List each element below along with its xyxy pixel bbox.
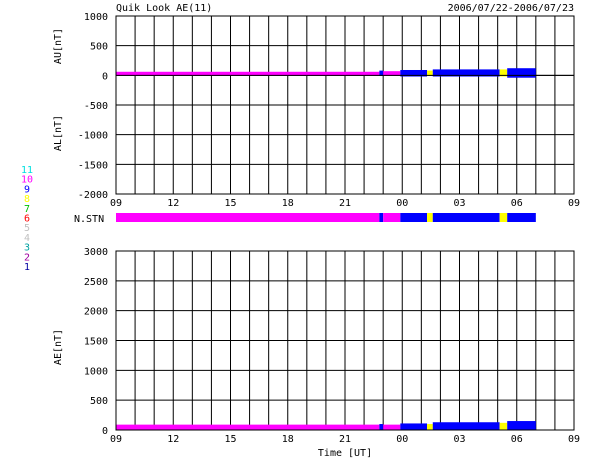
au-al-area: [427, 70, 433, 76]
au-al-area: [379, 70, 384, 76]
ae-area: [116, 424, 380, 430]
x-tick-label: 09: [110, 434, 122, 445]
nstn-segment: [499, 213, 508, 222]
ae-area: [379, 424, 384, 430]
au-al-area: [499, 69, 508, 77]
y-tick-label: 1000: [84, 366, 108, 377]
nstn-segment: [427, 213, 433, 222]
nstn-segment: [379, 213, 384, 222]
au-al-area: [383, 71, 401, 76]
legend-station-number: 8: [24, 194, 30, 205]
ae-area: [383, 424, 401, 430]
x-tick-label: 03: [453, 434, 465, 445]
x-tick-label: 00: [396, 198, 408, 209]
au-al-area: [432, 69, 500, 77]
nstn-segment: [383, 213, 401, 222]
plot-frame: [115, 250, 575, 431]
x-tick-label: 15: [224, 434, 236, 445]
x-tick-label: 06: [511, 434, 523, 445]
legend-station-number: 2: [24, 252, 30, 263]
y-tick-label: 3000: [84, 247, 108, 258]
legend-station-number: 10: [21, 175, 33, 186]
legend-station-number: 7: [24, 204, 30, 215]
y-tick-label: 500: [90, 396, 108, 407]
x-tick-label: 09: [568, 198, 580, 209]
x-tick-label: 15: [224, 198, 236, 209]
au-al-area: [507, 68, 536, 78]
ae-area: [507, 421, 536, 430]
x-tick-label: 03: [453, 198, 465, 209]
al-axis-label: AL[nT]: [53, 115, 64, 151]
y-tick-label: 2000: [84, 307, 108, 318]
x-tick-label: 09: [110, 198, 122, 209]
y-tick-label: -2000: [78, 190, 108, 201]
nstn-segment: [432, 213, 500, 222]
nstn-bar: [116, 213, 536, 222]
x-tick-label: 18: [282, 198, 294, 209]
x-tick-label: 00: [396, 434, 408, 445]
y-tick-label: 0: [102, 426, 108, 437]
y-tick-label: 2500: [84, 277, 108, 288]
x-tick-label: 09: [568, 434, 580, 445]
legend-station-number: 3: [24, 243, 30, 254]
au-al-area: [116, 71, 380, 76]
nstn-segment: [400, 213, 428, 222]
nstn-segment: [507, 213, 536, 222]
nstn-segment: [116, 213, 380, 222]
x-tick-label: 12: [167, 434, 179, 445]
nstn-label: N.STN: [74, 214, 104, 225]
y-tick-label: 1500: [84, 337, 108, 348]
x-tick-label: 21: [339, 198, 351, 209]
legend-station-number: 4: [24, 233, 30, 244]
chart-title: Quik Look AE(11): [116, 3, 212, 14]
ae-area: [427, 424, 433, 430]
y-tick-label: 1000: [84, 12, 108, 23]
ae-area: [432, 422, 500, 430]
legend-station-number: 11: [21, 165, 33, 176]
au-al-area: [400, 69, 428, 77]
y-tick-label: 0: [102, 71, 108, 82]
ae-axis-label: AE[nT]: [53, 329, 64, 365]
time-axis-label: Time [UT]: [318, 448, 372, 459]
x-tick-label: 06: [511, 198, 523, 209]
au-axis-label: AU[nT]: [53, 28, 64, 64]
x-tick-label: 21: [339, 434, 351, 445]
legend-station-number: 6: [24, 214, 30, 225]
x-tick-label: 18: [282, 434, 294, 445]
x-tick-label: 12: [167, 198, 179, 209]
ae-area: [400, 423, 428, 430]
y-tick-label: -1500: [78, 160, 108, 171]
y-tick-label: 500: [90, 42, 108, 53]
y-tick-label: -1000: [78, 131, 108, 142]
plot-frame: [115, 15, 575, 195]
legend-station-number: 5: [24, 223, 30, 234]
date-range: 2006/07/22-2006/07/23: [448, 3, 574, 14]
ae-area: [499, 422, 508, 430]
legend-station-number: 1: [24, 262, 30, 273]
y-tick-label: -500: [84, 101, 108, 112]
legend-station-number: 9: [24, 184, 30, 195]
